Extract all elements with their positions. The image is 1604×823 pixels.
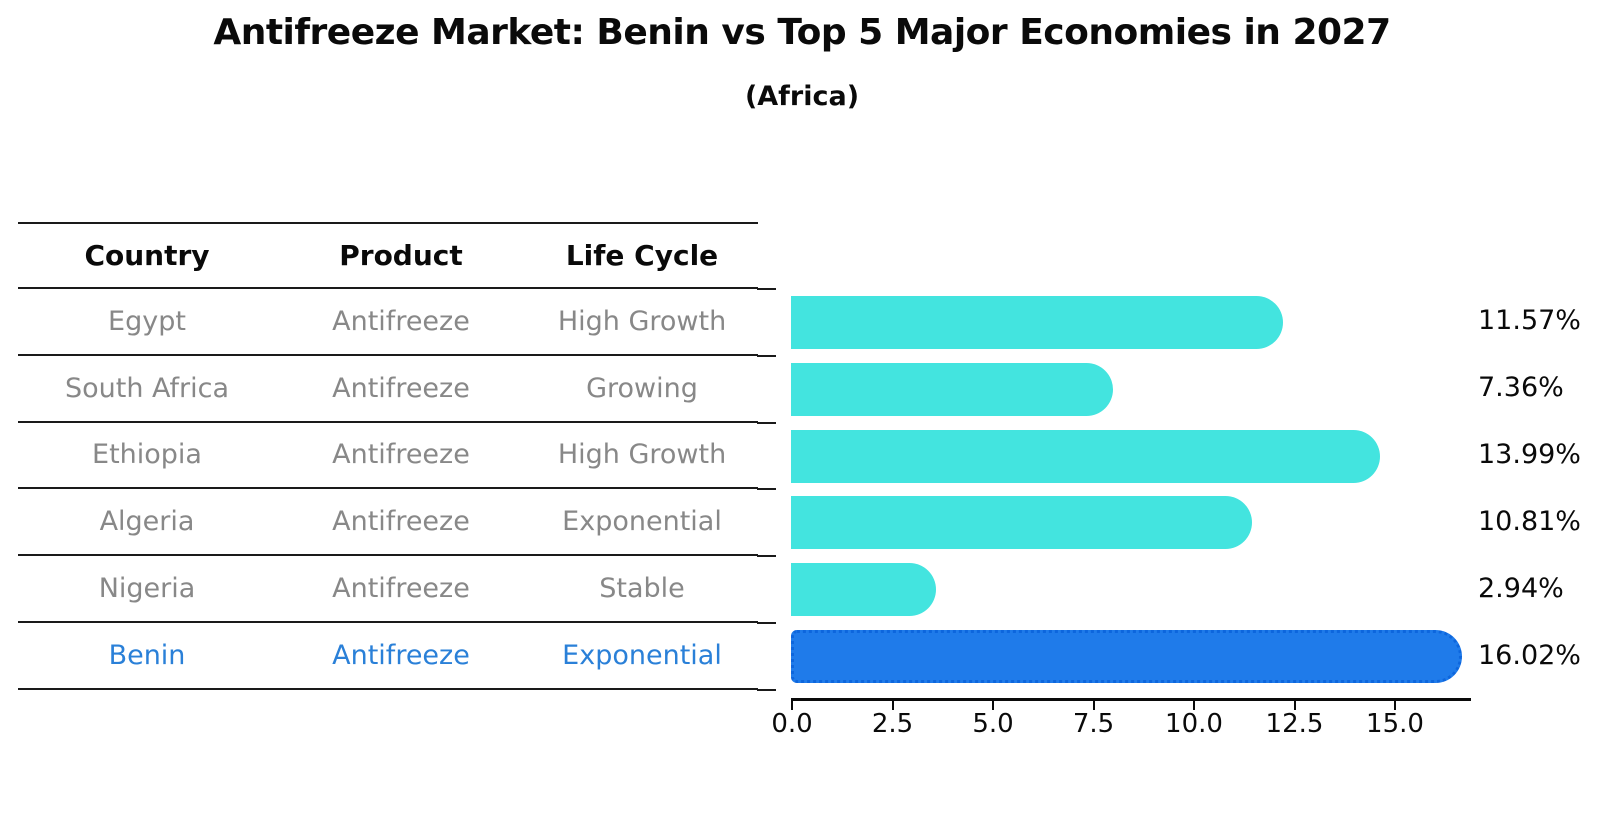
bar-ethiopia	[791, 429, 1380, 483]
cell-country: South Africa	[64, 372, 230, 404]
bar-value-label: 11.57%	[1478, 305, 1581, 337]
x-axis-tick-label: 10.0	[1165, 709, 1223, 739]
x-axis-tick-label: 2.5	[871, 709, 914, 739]
cell-country: Nigeria	[98, 573, 196, 605]
table-row: South Africa Antifreeze Growing	[18, 356, 758, 423]
cell-product: Antifreeze	[332, 372, 470, 404]
table-row-highlighted: Benin Antifreeze Exponential	[18, 623, 758, 690]
chart-title: Antifreeze Market: Benin vs Top 5 Major …	[213, 12, 1391, 53]
chart-subtitle: (Africa)	[744, 81, 860, 112]
x-axis-line	[791, 698, 1471, 701]
cell-life-cycle: High Growth	[557, 305, 727, 337]
bar-value-label: 7.36%	[1478, 372, 1564, 404]
y-axis-tick	[757, 421, 776, 424]
x-axis-tick	[891, 701, 894, 710]
table-body: Egypt Antifreeze High Growth South Afric…	[18, 289, 758, 690]
x-axis-tick	[791, 701, 793, 710]
table-row: Nigeria Antifreeze Stable	[18, 556, 758, 623]
cell-product: Antifreeze	[332, 506, 470, 538]
country-table: Country Product Life Cycle Egypt Antifre…	[18, 222, 758, 690]
bar-value-label: 10.81%	[1478, 505, 1581, 537]
table-row: Egypt Antifreeze High Growth	[18, 289, 758, 356]
cell-life-cycle: Exponential	[562, 506, 722, 538]
cell-country: Algeria	[99, 506, 195, 538]
bar-value-label: 13.99%	[1478, 439, 1581, 471]
cell-country: Ethiopia	[92, 439, 202, 471]
x-axis-tick	[1293, 701, 1296, 710]
cell-country: Benin	[108, 639, 186, 671]
cell-life-cycle: Stable	[599, 573, 685, 605]
cell-life-cycle: Exponential	[562, 639, 722, 671]
y-axis-tick	[757, 288, 776, 290]
bar-egypt	[791, 295, 1283, 349]
x-axis-tick	[1394, 701, 1396, 710]
column-header-product: Product	[339, 239, 463, 272]
y-axis-tick	[757, 354, 776, 357]
x-axis-tick-label: 0.0	[771, 709, 813, 739]
cell-product: Antifreeze	[332, 573, 470, 605]
table-row: Algeria Antifreeze Exponential	[18, 489, 758, 557]
x-axis-tick-label: 5.0	[972, 709, 1014, 739]
x-axis-tick	[992, 701, 994, 710]
x-axis-tick-label: 15.0	[1366, 709, 1424, 739]
y-axis-tick	[757, 622, 776, 625]
y-axis-tick	[757, 688, 776, 691]
bar-benin	[791, 630, 1462, 684]
cell-life-cycle: High Growth	[557, 439, 727, 471]
x-axis-tick-label: 7.5	[1072, 709, 1115, 739]
x-axis-tick	[1193, 701, 1195, 710]
y-axis-tick	[757, 555, 776, 558]
bar-algeria	[791, 496, 1253, 550]
column-header-country: Country	[84, 239, 210, 272]
bar-nigeria	[791, 563, 936, 617]
cell-life-cycle: Growing	[586, 372, 698, 404]
cell-product: Antifreeze	[332, 439, 470, 471]
bar-south-africa	[791, 362, 1114, 416]
x-axis-tick-label: 12.5	[1265, 709, 1324, 739]
bar-value-label: 16.02%	[1478, 639, 1581, 671]
cell-product: Antifreeze	[332, 639, 470, 671]
bar-value-label: 2.94%	[1478, 572, 1564, 604]
table-header-row: Country Product Life Cycle	[18, 224, 758, 289]
y-axis-tick	[757, 488, 776, 491]
x-axis-tick	[1092, 701, 1095, 710]
table-row: Ethiopia Antifreeze High Growth	[18, 423, 758, 490]
column-header-life-cycle: Life Cycle	[565, 239, 719, 272]
cell-country: Egypt	[108, 305, 186, 337]
cell-product: Antifreeze	[332, 305, 470, 337]
